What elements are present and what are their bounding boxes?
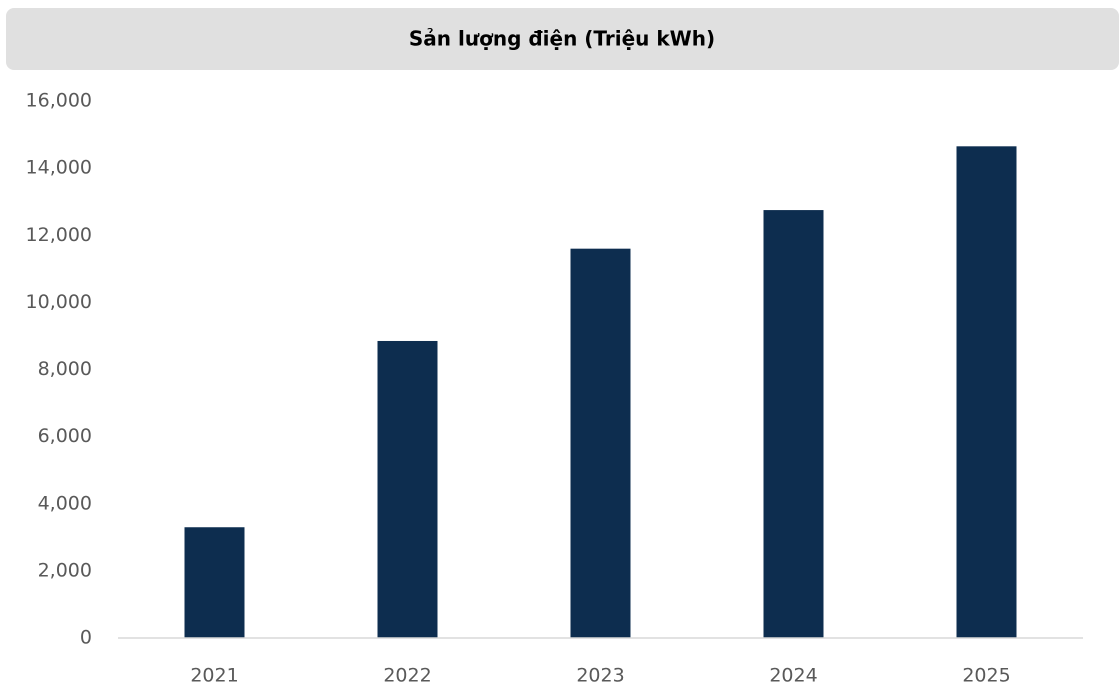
bar bbox=[377, 340, 438, 638]
x-tick-label: 2021 bbox=[190, 665, 238, 684]
chart-title: Sản lượng điện (Triệu kWh) bbox=[409, 27, 715, 51]
title-bar bbox=[6, 8, 1119, 70]
y-tick-label: 14,000 bbox=[26, 157, 92, 179]
x-tick-label: 2022 bbox=[383, 665, 431, 684]
x-tick-label: 2023 bbox=[576, 665, 624, 684]
y-tick-label: 10,000 bbox=[26, 291, 92, 313]
y-tick-label: 2,000 bbox=[38, 559, 92, 581]
y-tick-label: 0 bbox=[80, 627, 92, 649]
x-tick-label: 2025 bbox=[962, 665, 1010, 684]
bar bbox=[184, 527, 245, 638]
y-tick-label: 4,000 bbox=[38, 492, 92, 514]
y-tick-label: 16,000 bbox=[26, 90, 92, 112]
bar bbox=[570, 248, 631, 639]
bar bbox=[956, 146, 1017, 638]
y-tick-label: 6,000 bbox=[38, 425, 92, 447]
bar bbox=[763, 210, 824, 638]
y-tick-label: 12,000 bbox=[26, 224, 92, 246]
y-tick-label: 8,000 bbox=[38, 358, 92, 380]
x-tick-label: 2024 bbox=[769, 665, 817, 684]
